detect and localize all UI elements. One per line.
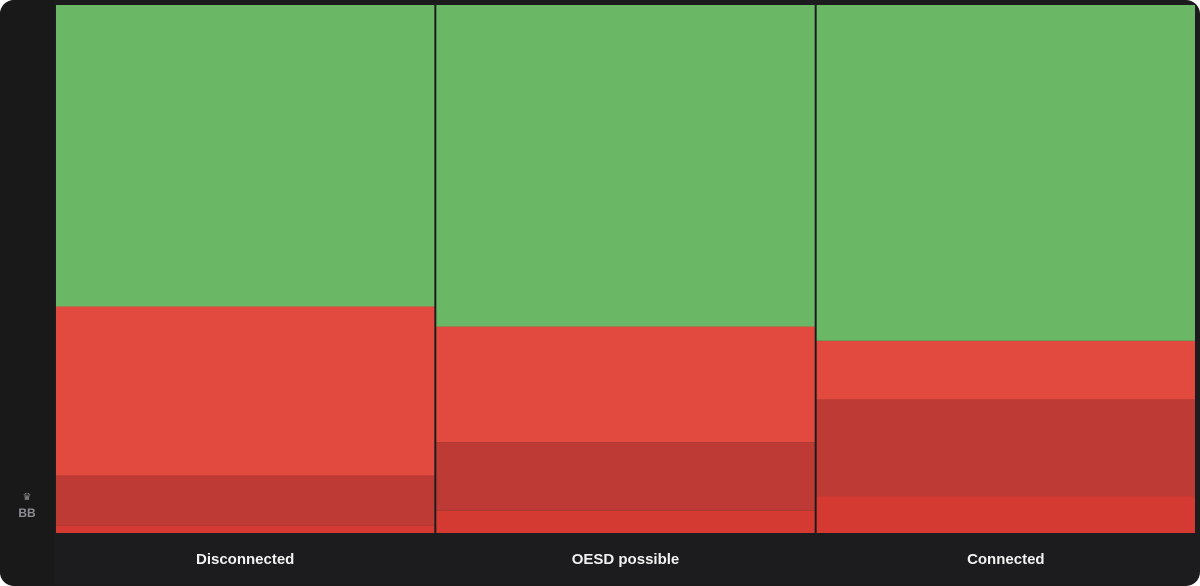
bar-segment-1-2 — [436, 326, 815, 443]
bar-1 — [436, 5, 815, 533]
bar-segment-0-1 — [56, 475, 435, 526]
bar-segment-2-0 — [816, 496, 1195, 533]
brand-logo: ♛ BB — [11, 493, 43, 521]
bar-segment-2-1 — [816, 399, 1195, 497]
bar-segment-2-2 — [816, 340, 1195, 400]
category-label-2: Connected — [967, 551, 1045, 568]
category-label-0: Disconnected — [195, 551, 295, 568]
bar-0 — [56, 5, 435, 533]
bar-segment-1-0 — [436, 510, 815, 533]
sidebar: ♛ BB — [0, 0, 54, 586]
crown-icon: ♛ — [22, 492, 32, 503]
bar-segment-0-0 — [56, 525, 435, 533]
bar-segment-2-3 — [816, 5, 1195, 341]
bar-2 — [816, 5, 1195, 533]
category-label-1: OESD possible — [571, 551, 680, 568]
bar-segment-0-2 — [56, 306, 435, 476]
bar-segment-1-1 — [436, 442, 815, 511]
bar-segment-0-3 — [56, 5, 435, 307]
bar-segment-1-3 — [436, 5, 815, 327]
brand-label: BB — [18, 506, 36, 520]
